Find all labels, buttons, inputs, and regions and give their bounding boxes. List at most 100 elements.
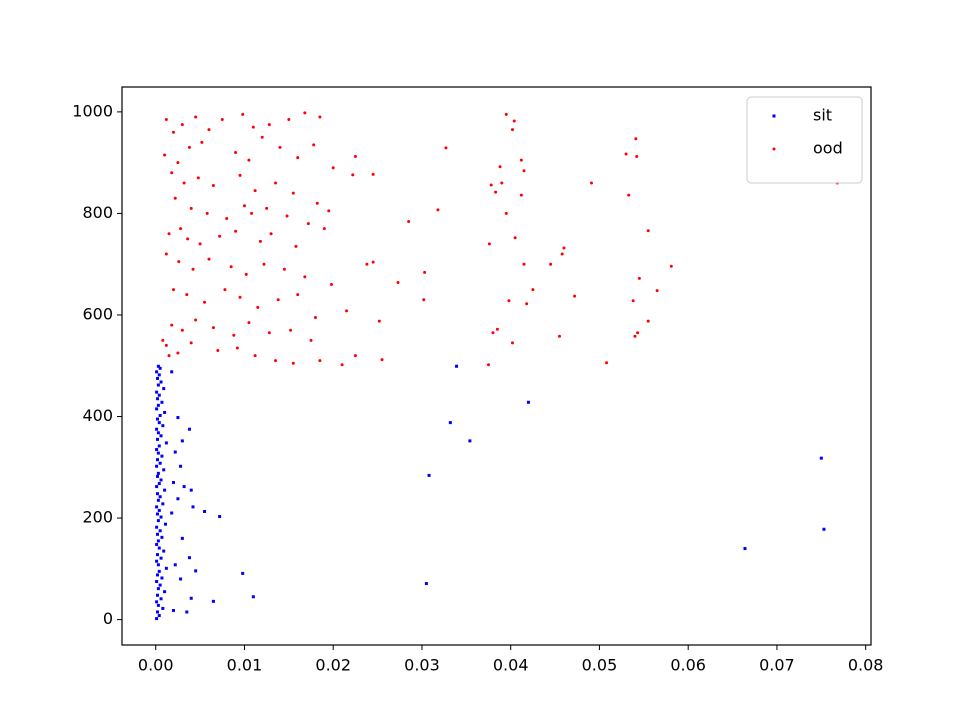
point [669, 264, 673, 268]
point [211, 326, 215, 330]
point [155, 407, 159, 411]
point [157, 569, 161, 573]
point [241, 571, 245, 575]
point [312, 143, 316, 147]
point [822, 527, 826, 531]
point [234, 150, 238, 154]
point [167, 232, 171, 236]
point [155, 580, 159, 584]
point [194, 115, 198, 119]
point [318, 115, 322, 119]
point [229, 265, 233, 269]
point [156, 471, 160, 475]
point [489, 183, 493, 187]
point [562, 246, 566, 250]
point [194, 569, 198, 573]
point [159, 515, 163, 519]
point [294, 244, 298, 248]
point [158, 529, 162, 533]
x-tick-label: 0.05 [582, 656, 618, 675]
point [225, 217, 229, 221]
point [159, 380, 163, 384]
point [185, 610, 189, 614]
point [296, 293, 300, 297]
point [291, 361, 295, 365]
point [157, 421, 161, 425]
point [351, 173, 355, 177]
point [170, 370, 174, 374]
y-tick-label: 1000 [72, 101, 113, 120]
point [155, 464, 159, 468]
point [519, 193, 523, 197]
point [282, 267, 286, 271]
point [507, 299, 511, 303]
point [161, 424, 165, 428]
point [189, 596, 193, 600]
point [173, 450, 177, 454]
point [331, 166, 335, 170]
point [180, 328, 184, 332]
point [258, 239, 262, 243]
point [205, 211, 209, 215]
point [495, 327, 499, 331]
point [365, 262, 369, 266]
point [631, 299, 635, 303]
point [278, 145, 282, 149]
point [512, 119, 516, 123]
point [155, 617, 159, 621]
point [156, 603, 160, 607]
point [207, 257, 211, 261]
point [549, 262, 553, 266]
point [155, 376, 159, 380]
point [504, 112, 508, 116]
legend-marker [772, 114, 776, 118]
plot-area [155, 111, 839, 621]
point [182, 181, 186, 185]
point [157, 444, 161, 448]
point [200, 140, 204, 144]
point [253, 189, 257, 193]
point [196, 176, 200, 180]
point [156, 498, 160, 502]
point [329, 283, 333, 287]
point [191, 267, 195, 271]
point [158, 461, 162, 465]
point [327, 209, 331, 213]
point [155, 427, 159, 431]
point [179, 227, 183, 231]
x-tick-label: 0.01 [227, 656, 263, 675]
point [223, 288, 227, 292]
point [159, 597, 163, 601]
point [635, 155, 639, 159]
point [244, 272, 248, 276]
x-tick-label: 0.00 [138, 656, 174, 675]
point [158, 414, 162, 418]
point [573, 294, 577, 298]
point [241, 112, 245, 116]
point [176, 497, 180, 501]
point [491, 331, 495, 335]
point [162, 468, 166, 472]
point [274, 359, 278, 363]
point [274, 181, 278, 185]
y-tick-label: 400 [82, 406, 113, 425]
point [211, 599, 215, 603]
point [235, 346, 239, 350]
point [186, 237, 190, 241]
legend-marker [772, 147, 776, 151]
point [560, 252, 564, 256]
point [155, 559, 159, 563]
point [267, 331, 271, 335]
point [176, 161, 180, 165]
point [513, 236, 517, 240]
point [289, 328, 293, 332]
point [203, 300, 207, 304]
point [494, 190, 498, 194]
point [424, 582, 428, 586]
point [345, 309, 349, 313]
point [176, 351, 180, 355]
point [303, 111, 307, 115]
point [158, 583, 162, 587]
point [198, 242, 202, 246]
